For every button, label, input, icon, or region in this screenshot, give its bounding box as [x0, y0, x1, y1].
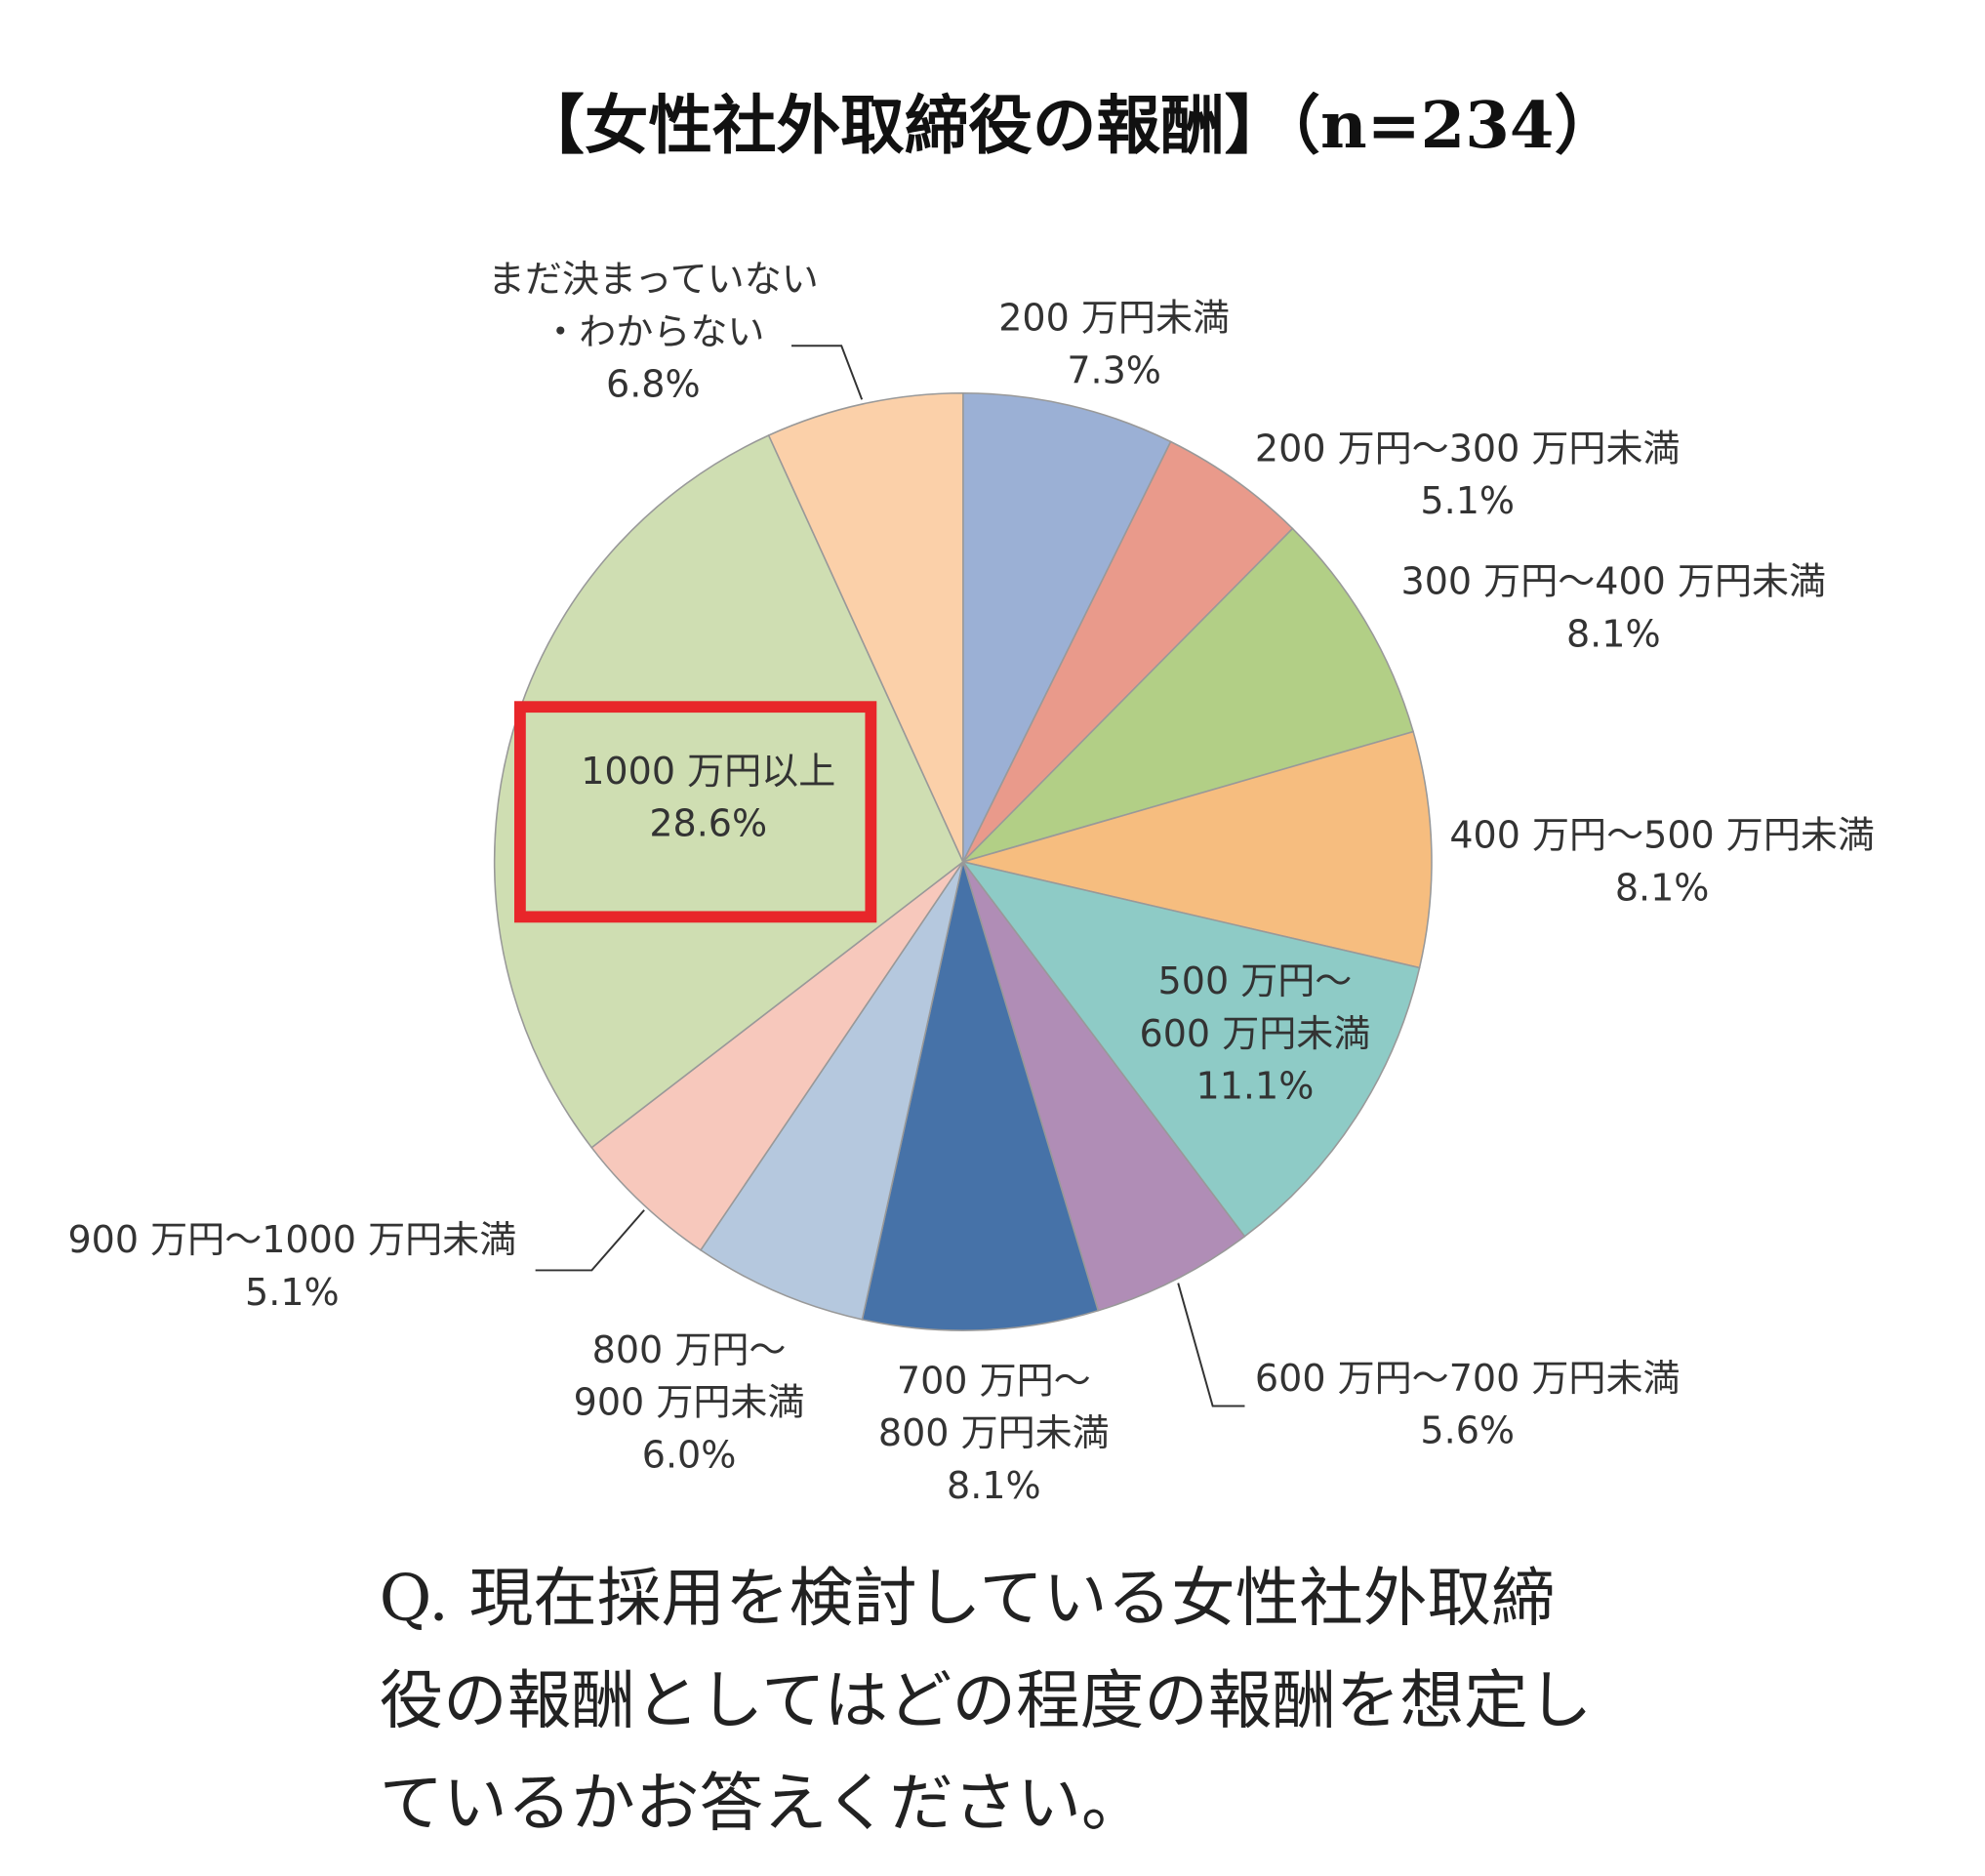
- slice-value-label: 11.1%: [1196, 1065, 1315, 1108]
- slice-value-label: 8.1%: [947, 1464, 1041, 1507]
- slice-label: 800 万円〜 900 万円未満 6.0%: [574, 1328, 805, 1477]
- slice-label: 300 万円〜400 万円未満 8.1%: [1401, 560, 1827, 656]
- pie-slice: [962, 391, 1172, 863]
- pie-slice: [962, 440, 1294, 863]
- slice-category-label: 900 万円〜1000 万円未満: [67, 1218, 516, 1261]
- slice-label: 600 万円〜700 万円未満 5.6%: [1255, 1357, 1681, 1452]
- pie-slice: [590, 861, 964, 1251]
- slice-label: 200 万円〜300 万円未満 5.1%: [1255, 427, 1681, 522]
- pie-slice: [861, 858, 1100, 1331]
- slice-category-label: まだ決まっていない: [488, 258, 819, 301]
- slice-category-label: 200 万円〜300 万円未満: [1255, 427, 1681, 469]
- slice-value-label: 28.6%: [649, 802, 767, 845]
- slice-label: 500 万円〜 600 万円未満 11.1%: [1140, 959, 1371, 1108]
- pie-slice: [699, 861, 964, 1321]
- pie-slice: [962, 861, 1246, 1312]
- leader-line-600-700: [1177, 1283, 1245, 1407]
- question-text-line: Q. 現在採用を検討している女性社外取締: [380, 1562, 1556, 1636]
- slice-value-label: 7.3%: [1067, 348, 1161, 391]
- slice-value-label: 5.1%: [1420, 479, 1515, 522]
- slice-value-label: 8.1%: [1615, 866, 1710, 909]
- slice-category-label: ・わからない: [542, 310, 764, 353]
- chart-title: 【女性社外取締役の報酬】（n=234）: [520, 88, 1618, 163]
- slice-label: 200 万円未満 7.3%: [998, 296, 1230, 391]
- slice-value-label: 6.8%: [606, 363, 701, 406]
- slice-category-label: 700 万円〜: [897, 1359, 1091, 1402]
- slice-value-label: 5.6%: [1420, 1409, 1515, 1452]
- slice-label: 700 万円〜 800 万円未満 8.1%: [878, 1359, 1110, 1507]
- slice-category-label: 600 万円未満: [1140, 1012, 1371, 1055]
- slice-category-label: 600 万円〜700 万円未満: [1255, 1357, 1681, 1400]
- pie-slice: [767, 391, 964, 863]
- slice-value-label: 8.1%: [1566, 613, 1661, 656]
- pie-slice: [960, 860, 1421, 1238]
- highlight-box: [513, 701, 877, 923]
- slice-category-label: 500 万円〜: [1158, 959, 1353, 1002]
- slice-category-label: 400 万円〜500 万円未満: [1449, 814, 1875, 857]
- question-text-line: 役の報酬としてはどの程度の報酬を想定し: [380, 1664, 1593, 1738]
- slice-category-label: 900 万円未満: [574, 1381, 805, 1424]
- slice-category-label: 800 万円未満: [878, 1411, 1110, 1454]
- slice-value-label: 6.0%: [642, 1433, 737, 1476]
- pie-slice: [493, 433, 964, 1149]
- slice-category-label: 1000 万円以上: [581, 750, 835, 793]
- slice-label: 900 万円〜1000 万円未満 5.1%: [67, 1218, 516, 1314]
- slice-label: 1000 万円以上 28.6%: [581, 750, 835, 845]
- slice-label: 400 万円〜500 万円未満 8.1%: [1449, 814, 1875, 910]
- slice-category-label: 800 万円〜: [592, 1328, 787, 1371]
- slice-category-label: 300 万円〜400 万円未満: [1401, 560, 1827, 603]
- pie-slice: [959, 730, 1433, 969]
- slice-value-label: 5.1%: [245, 1271, 340, 1314]
- slice-category-label: 200 万円未満: [998, 296, 1230, 339]
- question-text-line: ているかお答えください。: [380, 1767, 1146, 1841]
- pie-slice: [960, 527, 1415, 864]
- leader-line-900-1000: [535, 1209, 645, 1272]
- slice-label: まだ決まっていない・わからない 6.8%: [488, 258, 819, 406]
- leader-line-undecided: [791, 345, 864, 400]
